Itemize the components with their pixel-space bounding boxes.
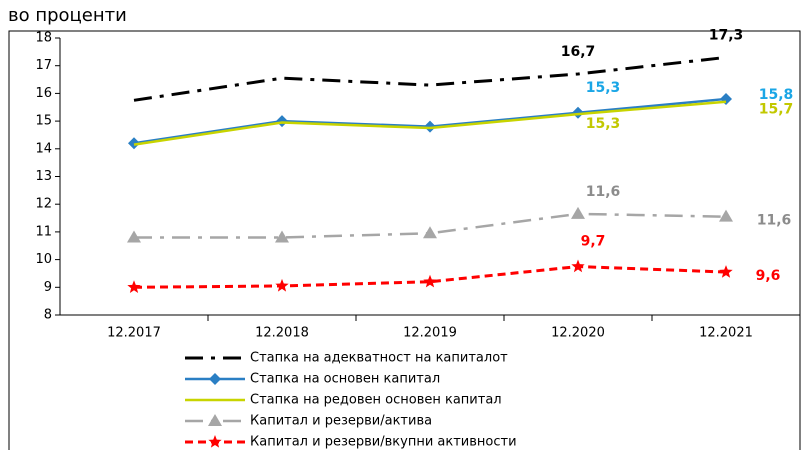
frame [8,30,801,450]
series-line [133,55,727,102]
marker [571,259,585,273]
legend-label: Капитал и резерви/вкупни активности [250,435,517,450]
y-tick-label: 13 [35,169,52,184]
legend-label: Стапка на адекватност на капиталот [250,351,508,366]
x-tick-label: 12.2019 [403,326,457,341]
y-tick-label: 9 [44,280,52,295]
legend-label: Стапка на основен капитал [250,372,440,387]
marker [127,280,141,293]
marker [424,120,436,133]
marker [209,373,221,385]
x-tick-label: 12.2020 [551,326,605,341]
y-tick-label: 17 [35,58,52,73]
y-tick-label: 10 [35,252,52,267]
marker [571,206,585,219]
y-tick-label: 8 [44,308,52,323]
legend-label: Стапка на редовен основен капитал [250,393,502,408]
y-tick-label: 15 [35,114,52,129]
data-label: 15,8 [759,87,794,103]
marker [208,435,222,448]
data-label: 9,7 [581,234,606,250]
marker [128,137,140,150]
marker [127,230,141,243]
chart-title: во проценти [8,5,127,26]
y-tick-label: 16 [35,86,52,101]
marker [719,265,733,278]
legend-label: Капитал и резерви/актива [250,414,432,429]
marker [423,226,437,239]
marker [208,414,222,426]
data-label: 9,6 [756,268,781,284]
y-tick-label: 12 [35,197,52,212]
y-tick-label: 14 [35,141,52,156]
data-label: 17,3 [709,27,744,43]
data-label: 16,7 [561,44,596,60]
marker [275,278,289,292]
x-tick-label: 12.2017 [107,326,161,341]
y-tick-label: 18 [35,31,52,46]
series-line [133,100,727,146]
y-tick-label: 11 [35,224,52,239]
data-label: 15,3 [586,80,621,96]
x-tick-label: 12.2018 [255,326,309,341]
marker [719,209,733,222]
marker [572,106,584,119]
data-label: 11,6 [586,184,621,200]
data-label: 11,6 [757,213,792,229]
marker [276,115,288,128]
series-line [134,212,727,239]
data-label: 15,7 [759,102,794,118]
data-label: 15,3 [586,116,621,132]
marker [423,274,437,288]
series-line [133,265,727,289]
marker [275,230,289,243]
x-tick-label: 12.2021 [699,326,753,341]
